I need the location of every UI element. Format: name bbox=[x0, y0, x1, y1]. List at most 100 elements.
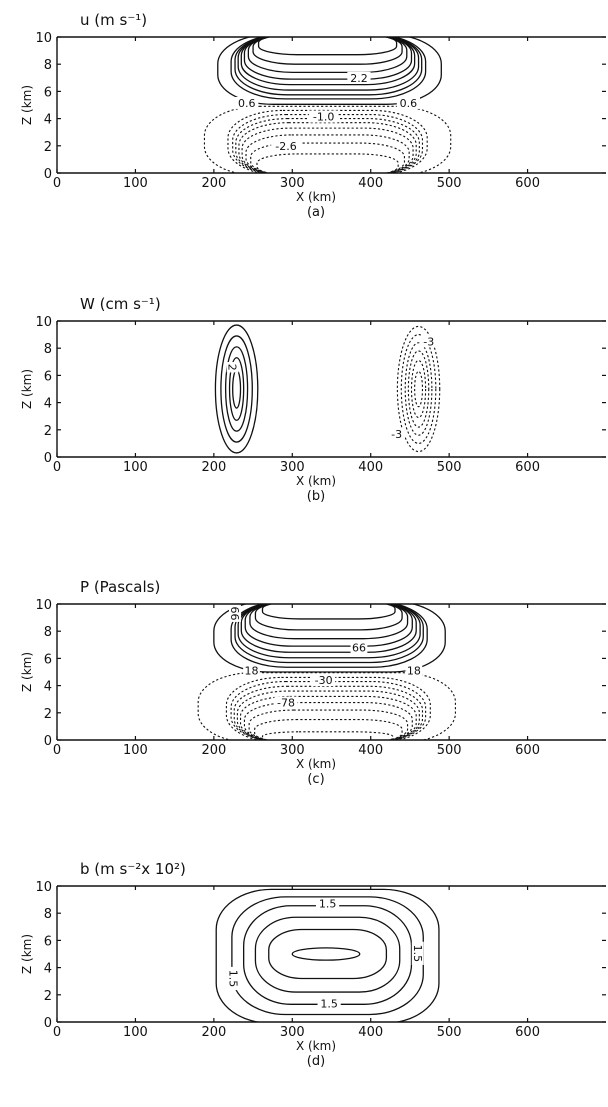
x-tick-label: 400 bbox=[358, 1025, 383, 1040]
negative-contour bbox=[245, 134, 410, 173]
panel-d: b (m s⁻²x 10²)1.51.51.51.50 100 200 300 400 5… bbox=[20, 860, 606, 1069]
y-tick-label: 2 bbox=[44, 707, 52, 722]
contour-label: -1.0 bbox=[308, 110, 339, 124]
x-tick-label: 300 bbox=[280, 176, 305, 191]
panel-title: u (m s⁻¹) bbox=[80, 11, 147, 29]
contour-label-text: 1.5 bbox=[411, 945, 424, 963]
positive-contour bbox=[214, 324, 259, 454]
contour-label: 1.5 bbox=[226, 966, 240, 991]
negative-contour bbox=[256, 153, 399, 173]
contour-label: 2 bbox=[226, 362, 239, 373]
negative-contour bbox=[404, 342, 433, 436]
contour-label: -2.6 bbox=[271, 139, 301, 153]
x-tick-label: 400 bbox=[358, 176, 383, 191]
positive-contour bbox=[249, 604, 409, 640]
y-axis-label: Z (km) bbox=[20, 934, 34, 974]
positive-contour bbox=[228, 357, 245, 421]
panel-title: P (Pascals) bbox=[80, 578, 160, 596]
y-tick-label: 6 bbox=[44, 652, 52, 667]
positive-contour bbox=[244, 604, 413, 647]
contour-label: 18 bbox=[243, 664, 260, 678]
panel-title: b (m s⁻²x 10²) bbox=[80, 860, 186, 878]
y-tick-label: 0 bbox=[44, 734, 52, 749]
positive-contour bbox=[230, 37, 427, 100]
positive-contour bbox=[234, 604, 424, 664]
x-tick-label: 200 bbox=[201, 460, 226, 475]
positive-contour bbox=[232, 369, 242, 409]
x-tick-label: 200 bbox=[201, 1025, 226, 1040]
contour-label: 1.5 bbox=[411, 941, 424, 965]
contour-label: 66 bbox=[350, 641, 368, 655]
contour-label: 1.5 bbox=[315, 897, 340, 911]
panel-b: W (cm s⁻¹) 2 -3 -3 0 100 200 300 400 500 600 0 2 4 6 8 1… bbox=[20, 295, 606, 504]
positive-contour bbox=[240, 604, 417, 653]
x-tick-label: 200 bbox=[201, 743, 226, 758]
contour-label: 0.6 bbox=[235, 96, 259, 110]
positive-contour bbox=[230, 604, 428, 668]
positive-contour bbox=[234, 37, 423, 96]
x-axis-label: X (km) bbox=[296, 474, 336, 488]
contour-label-text: 66 bbox=[352, 642, 366, 655]
positive-contour bbox=[252, 37, 403, 65]
x-tick-label: 600 bbox=[515, 176, 540, 191]
y-tick-label: 6 bbox=[44, 85, 52, 100]
y-tick-label: 8 bbox=[44, 342, 52, 357]
y-tick-label: 10 bbox=[35, 598, 52, 613]
x-tick-label: 500 bbox=[437, 176, 462, 191]
contour-label-text: 1.5 bbox=[320, 998, 338, 1011]
x-tick-label: 0 bbox=[53, 460, 61, 475]
panel-title: W (cm s⁻¹) bbox=[80, 295, 161, 313]
negative-contour bbox=[232, 113, 424, 173]
contour-label-text: -30 bbox=[315, 674, 333, 687]
positive-contour bbox=[224, 346, 249, 432]
negative-contour bbox=[248, 709, 409, 740]
panel-a: u (m s⁻¹)2.20.6 0.6-1.0-2.60 100 200 300 400 5… bbox=[20, 11, 606, 220]
negative-contour bbox=[254, 719, 403, 740]
negative-contour bbox=[239, 695, 417, 740]
x-tick-label: 500 bbox=[437, 743, 462, 758]
x-tick-label: 600 bbox=[515, 1025, 540, 1040]
positive-contour bbox=[261, 604, 396, 620]
positive-contour bbox=[215, 888, 440, 1022]
positive-contour bbox=[240, 37, 416, 86]
x-tick-label: 100 bbox=[123, 176, 148, 191]
y-tick-label: 4 bbox=[44, 113, 52, 128]
negative-contour bbox=[197, 672, 456, 740]
positive-contour bbox=[291, 947, 361, 961]
negative-contour bbox=[236, 690, 420, 740]
y-axis-label: Z (km) bbox=[20, 369, 34, 409]
x-tick-label: 300 bbox=[280, 1025, 305, 1040]
contour-label-text: 18 bbox=[245, 665, 259, 678]
y-tick-label: 10 bbox=[35, 880, 52, 895]
contour-label: 2.2 bbox=[347, 71, 371, 85]
y-tick-label: 4 bbox=[44, 962, 52, 977]
x-tick-label: 100 bbox=[123, 460, 148, 475]
panel-letter: (a) bbox=[307, 205, 325, 220]
contour-label-text: 18 bbox=[407, 665, 421, 678]
negative-contour bbox=[414, 370, 424, 408]
positive-contour bbox=[254, 916, 401, 993]
negative-contour bbox=[238, 122, 417, 173]
panel-letter: (b) bbox=[307, 489, 325, 504]
x-tick-label: 400 bbox=[358, 743, 383, 758]
contour-label: -3 bbox=[388, 427, 405, 441]
x-tick-label: 500 bbox=[437, 460, 462, 475]
positive-contour bbox=[268, 928, 388, 980]
contour-label: 18 bbox=[405, 664, 423, 678]
x-tick-label: 600 bbox=[515, 743, 540, 758]
negative-contour bbox=[225, 676, 431, 740]
x-tick-label: 300 bbox=[280, 743, 305, 758]
y-tick-label: 8 bbox=[44, 58, 52, 73]
x-tick-label: 0 bbox=[53, 176, 61, 191]
contour-label: -30 bbox=[312, 674, 336, 687]
negative-contour bbox=[227, 109, 428, 173]
contour-label-text: 0.6 bbox=[238, 97, 256, 110]
contour-label-text: 2 bbox=[226, 364, 239, 371]
negative-contour bbox=[230, 680, 427, 740]
y-tick-label: 2 bbox=[44, 989, 52, 1004]
x-axis-label: X (km) bbox=[296, 1039, 336, 1053]
x-axis-label: X (km) bbox=[296, 190, 336, 204]
y-tick-label: 6 bbox=[44, 369, 52, 384]
panel-letter: (c) bbox=[307, 772, 324, 787]
